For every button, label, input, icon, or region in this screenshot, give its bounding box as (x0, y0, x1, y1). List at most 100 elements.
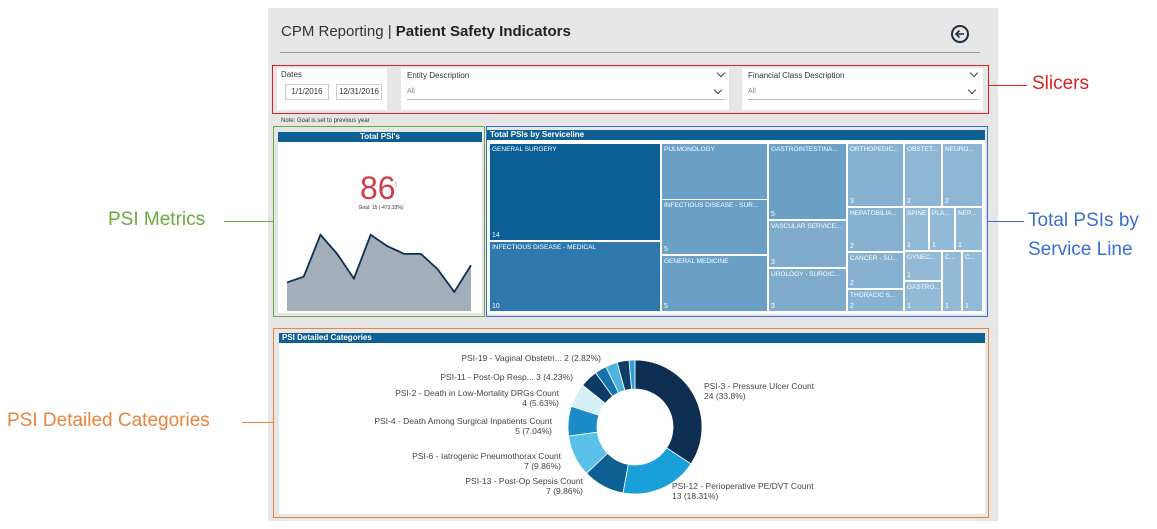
treemap-tile[interactable]: GENERAL SURGERY 14 (489, 143, 661, 241)
treemap-tile-label: CANCER - SU... (850, 255, 898, 262)
end-date-input[interactable]: 12/31/2016 (336, 84, 382, 100)
back-arrow-icon[interactable] (951, 25, 969, 43)
treemap-tile-value: 1 (945, 303, 949, 310)
goal-text: Goal: 15 (-473.33%) (358, 205, 404, 211)
dates-slicer: Dates 1/1/2016 12/31/2016 (277, 68, 387, 110)
sparkline-line (286, 233, 472, 294)
psi-categories-donut (567, 359, 703, 495)
treemap-tile-label: GASTROINTESTINA... (771, 146, 838, 153)
treemap-tile-label: GENERAL MEDICINE (664, 258, 729, 265)
callout-line-metrics (224, 221, 273, 222)
donut-label-psi2: PSI-2 - Death in Low-Mortality DRGs Coun… (395, 388, 559, 408)
treemap-title: Total PSIs by Serviceline (487, 130, 985, 140)
treemap-tile[interactable]: UROLOGY - SURGIC... 3 (768, 268, 847, 312)
dates-label: Dates (281, 70, 302, 79)
donut-slice[interactable] (634, 359, 703, 465)
treemap-tile-label: VASCULAR SERVICE... (771, 223, 842, 230)
start-date-input[interactable]: 1/1/2016 (285, 84, 329, 100)
callout-detail: PSI Detailed Categories (7, 410, 210, 431)
callout-treemap-line1: Total PSIs by (1028, 210, 1139, 231)
chevron-down-icon[interactable] (716, 68, 726, 78)
header-divider (280, 52, 980, 53)
financial-class-dropdown[interactable]: All (748, 88, 979, 100)
chevron-down-icon[interactable] (969, 68, 979, 78)
treemap-tile[interactable]: GENERAL MEDICINE 5 (661, 255, 768, 312)
donut-slice[interactable] (628, 359, 636, 390)
treemap-tile-label: UROLOGY - SURGIC... (771, 271, 840, 278)
treemap-tile-label: GENERAL SURGERY (492, 146, 557, 153)
treemap-tile-value: 5 (771, 211, 775, 218)
treemap-tile-label: INFECTIOUS DISEASE - SUR... (664, 202, 759, 209)
financial-class-label: Financial Class Description (748, 71, 845, 80)
treemap-tile[interactable]: SPINE 1 (904, 207, 929, 251)
goal-note: Note: Goal is set to previous year (281, 118, 370, 124)
treemap-tile[interactable]: INFECTIOUS DISEASE - SUR... 5 (661, 199, 768, 255)
treemap-tile[interactable]: INFECTIOUS DISEASE - MEDICAL 10 (489, 241, 661, 312)
treemap-tile[interactable]: THORACIC S... 2 (847, 289, 904, 312)
slicers-highlight-frame (272, 65, 989, 114)
metrics-title: Total PSI's (278, 132, 482, 142)
donut-label-psi12: PSI-12 - Perioperative PE/DVT Count 13 (1… (672, 481, 814, 501)
treemap-tile[interactable]: C... 1 (962, 251, 983, 312)
treemap-tile-value: 3 (771, 303, 775, 310)
callout-line-slicers (989, 85, 1027, 86)
psi-trend-area-chart (286, 233, 472, 311)
treemap-tile[interactable]: CANCER - SU... 2 (847, 252, 904, 289)
detail-title: PSI Detailed Categories (279, 333, 985, 343)
treemap-tile-label: THORACIC S... (850, 292, 896, 299)
treemap-tile-label: GASTRO... (907, 284, 940, 291)
callout-line-treemap (988, 221, 1024, 222)
donut-label-psi19: PSI-19 - Vaginal Obstetri... 2 (2.82%) (461, 353, 601, 363)
treemap-tile-label: PLA... (932, 210, 950, 217)
treemap-tile-label: INFECTIOUS DISEASE - MEDICAL (492, 244, 597, 251)
treemap-tile[interactable]: GASTRO... 1 (904, 281, 942, 312)
treemap-tile-value: 2 (945, 198, 949, 205)
sparkline-area (287, 234, 471, 311)
callout-slicers: Slicers (1032, 73, 1090, 94)
treemap-highlight-frame (486, 126, 988, 317)
callout-metrics: PSI Metrics (108, 209, 206, 230)
donut-label-psi13: PSI-13 - Post-Op Sepsis Count 7 (9.86%) (465, 476, 583, 496)
treemap-tile[interactable]: NEP... 1 (955, 207, 983, 251)
treemap-tile-label: PULMONOLOGY (664, 146, 715, 153)
treemap-tile-value: 5 (664, 303, 668, 310)
treemap-tile[interactable]: GASTROINTESTINA... 5 (768, 143, 847, 220)
financial-class-slicer[interactable]: Financial Class Description All (742, 68, 983, 110)
total-psi-value: 86 (360, 170, 396, 206)
treemap-tile[interactable]: PLA... 1 (929, 207, 955, 251)
treemap-tile-label: NEURO... (945, 146, 974, 153)
treemap-tile-value: 1 (958, 242, 962, 249)
callout-line-detail (242, 422, 273, 423)
treemap-tile[interactable]: VASCULAR SERVICE... 3 (768, 220, 847, 268)
page-title: CPM Reporting | Patient Safety Indicator… (281, 23, 571, 40)
treemap-tile-value: 3 (850, 198, 854, 205)
entity-slicer[interactable]: Entity Description All (401, 68, 729, 110)
donut-label-psi6: PSI-6 - Iatrogenic Pneumothorax Count 7 (… (412, 451, 561, 471)
treemap-tile[interactable]: OBSTET... 2 (904, 143, 942, 207)
treemap-tile-label: HEPATOBILIA... (850, 210, 897, 217)
treemap-tile-label: OBSTET... (907, 146, 938, 153)
treemap-tile[interactable]: HEPATOBILIA... 2 (847, 207, 904, 252)
callout-treemap-line2: Service Line (1028, 239, 1133, 260)
metrics-highlight-frame (273, 126, 485, 317)
treemap-tile-value: 2 (907, 198, 911, 205)
treemap-tile[interactable]: GYNEC... 1 (904, 251, 942, 281)
treemap-tiles: GENERAL SURGERY 14 INFECTIOUS DISEASE - ME… (489, 143, 983, 312)
treemap-tile[interactable]: ORTHOPEDIC... 3 (847, 143, 904, 207)
treemap-tile-value: 1 (932, 242, 936, 249)
treemap-tile[interactable]: NEURO... 2 (942, 143, 983, 207)
treemap-tile-value: 2 (850, 280, 854, 287)
treemap-tile-label: ORTHOPEDIC... (850, 146, 899, 153)
treemap-tile[interactable]: C... 1 (942, 251, 962, 312)
treemap-tile-label: C... (945, 254, 956, 261)
treemap-tile-value: 14 (492, 232, 500, 239)
treemap-tile-value: 2 (850, 243, 854, 250)
treemap-tile-value: 2 (850, 303, 854, 310)
detail-highlight-frame (273, 328, 989, 518)
treemap-tile-label: NEP... (958, 210, 976, 217)
treemap-tile-value: 1 (907, 303, 911, 310)
alert-marker: ! (395, 182, 397, 189)
entity-dropdown[interactable]: All (407, 88, 725, 100)
donut-label-psi3: PSI-3 - Pressure Ulcer Count 24 (33.8%) (704, 381, 815, 401)
treemap-tile-value: 1 (907, 242, 911, 249)
